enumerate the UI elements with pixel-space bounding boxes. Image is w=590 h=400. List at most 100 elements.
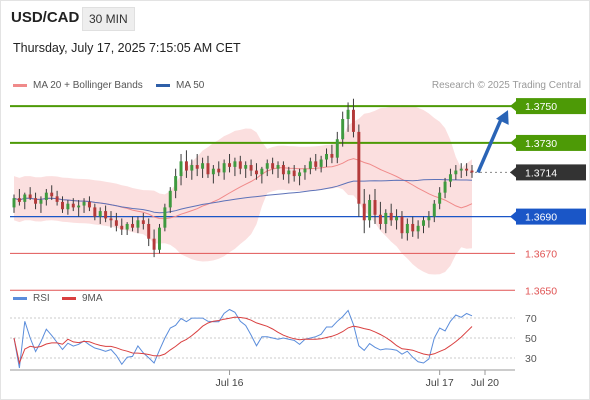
candle-bear [152,238,156,250]
candle-bull [308,161,312,169]
candle-bull [260,168,264,175]
candle-bull [416,225,420,232]
research-credit: Research © 2025 Trading Central [431,80,581,91]
candle-bull [335,139,339,158]
level-tag-pointer [510,211,516,222]
candle-bull [405,223,409,234]
legend-9ma: 9MA [62,293,103,304]
candle-bull [12,198,16,208]
candle-bear [271,163,275,169]
levels-layer [10,105,515,291]
candle-bull [276,165,280,169]
legend-ma20-bb: MA 20 + Bollinger Bands [13,80,143,91]
candle-bear [184,161,188,171]
candle-bear [147,223,151,239]
candle-bear [314,161,318,167]
rsi-swatch [13,297,27,300]
legend-ma20-label: MA 20 + Bollinger Bands [33,80,143,91]
candle-bear [17,198,21,202]
candle-bear [400,216,404,234]
candle-bear [465,168,469,171]
candle-bull [244,165,248,169]
candle-bear [389,212,393,221]
candle-bear [114,220,118,226]
forecast-arrow-head [496,110,509,125]
legend-rsi: RSI [13,293,50,304]
symbol-title: USD/CAD [11,9,80,26]
candle-bear [281,165,285,175]
time-tick-label: Jul 16 [216,377,244,389]
candle-bear [120,225,124,230]
level-label-1-3750: 1.3750 [525,101,557,113]
candle-bear [206,163,210,175]
candle-bull [125,223,129,230]
candle-bull [211,168,215,175]
candle-bear [249,165,253,171]
rsi-line [13,308,473,369]
9ma-swatch [62,297,76,300]
candle-bear [141,220,145,224]
candle-bear [378,214,382,224]
candle-bull [136,220,140,228]
level-tag-1-3714 [516,164,586,181]
candle-bull [319,159,323,167]
ma20-swatch [13,84,27,87]
level-label-1-3690: 1.3690 [525,212,557,224]
candle-bear [195,165,199,169]
candle-bear [131,223,135,228]
candle-bull [163,207,167,228]
candle-bear [50,192,54,197]
candle-bear [351,109,355,132]
rsi-tick-label: 50 [525,333,537,345]
time-tick-label: Jul 20 [471,377,499,389]
bollinger-band-fill [14,105,472,275]
candle-bull [158,227,161,250]
candle-bull [174,176,178,191]
candle-bull [438,192,442,204]
candle-bull [66,203,70,210]
moving-average-layer [13,158,473,220]
candle-bear [254,170,258,175]
candle-bull [432,203,436,217]
level-labels-layer: 1.3750 1.3730 1.3714 1.3690 1.3670 1.3650 [510,98,586,297]
candle-bull [459,168,463,171]
candle-bear [217,168,221,173]
candle-bear [411,223,415,232]
level-label-1-3670: 1.3670 [525,248,557,260]
bollinger-band-layer [14,105,472,275]
candle-bull [303,168,307,173]
candle-bull [23,194,27,202]
candle-bear [61,201,64,210]
level-tag-pointer [510,137,516,148]
candle-bull [168,190,172,208]
candle-bull [190,165,194,171]
candle-bear [330,153,334,158]
ma50-line [13,179,473,214]
rsi-tick-label: 30 [525,353,537,365]
time-axis: Jul 16 Jul 17 Jul 20 [10,369,515,389]
candle-bear [292,170,296,177]
candle-bear [109,218,113,221]
level-label-1-3650: 1.3650 [525,285,557,297]
candle-bull [454,170,458,175]
candle-bull [265,163,269,169]
candle-bear [238,161,242,169]
candle-bull [341,118,345,140]
level-tag-1-3690 [516,208,586,225]
level-tag-pointer [510,101,516,112]
candles-layer [12,98,509,258]
timeframe-button[interactable]: 30 MIN [82,7,135,31]
candle-bull [98,211,102,217]
candle-bear [71,203,75,208]
candle-bear [470,170,474,173]
candle-bull [368,200,372,221]
candle-bull [384,212,388,224]
candle-bull [443,181,447,193]
level-label-1-3730: 1.3730 [525,138,557,150]
candle-bull [77,205,81,208]
candle-bear [87,201,91,208]
timestamp: Thursday, July 17, 2025 7:15:05 AM CET [13,41,241,55]
candle-bull [395,216,399,221]
legend-rsi-label: RSI [33,293,50,304]
